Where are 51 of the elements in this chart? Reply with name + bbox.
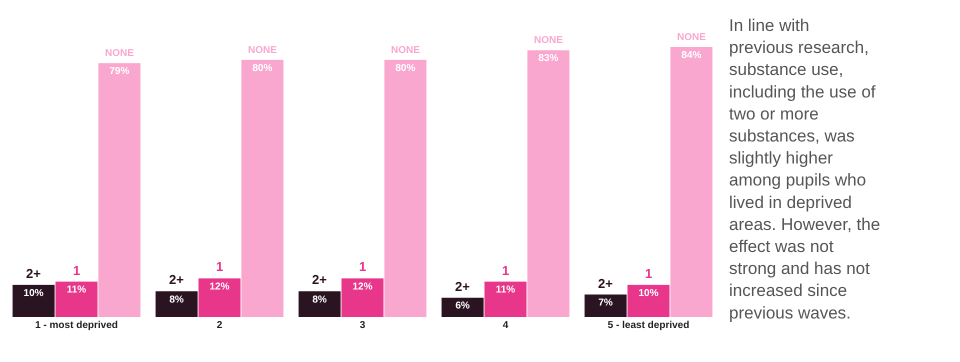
- data-label: 10%: [638, 288, 659, 299]
- series-label: 2+: [598, 276, 614, 291]
- text: In line with previous research, substance use, including the use of two or more substances, was slightly higher among pupils who lived in deprived areas. However, the effect was not strong and has not increased since previous waves.: [729, 16, 880, 322]
- x-tick-label: 2: [216, 320, 223, 331]
- data-label: 8%: [169, 294, 184, 306]
- text: NONE: [534, 35, 563, 46]
- text: 2+: [169, 272, 184, 287]
- text: NONE: [677, 32, 706, 43]
- x-tick-label: 5 - least deprived: [608, 320, 690, 331]
- bar: [584, 294, 627, 317]
- data-label: 6%: [455, 300, 470, 312]
- series-label: 1: [73, 263, 80, 278]
- bar: [384, 60, 426, 317]
- bar: [12, 284, 55, 317]
- data-label: 83%: [538, 53, 558, 64]
- data-label: 7%: [598, 298, 613, 308]
- bar: [241, 60, 284, 317]
- text: NONE: [105, 48, 134, 59]
- data-label: 80%: [252, 62, 272, 74]
- bar: [527, 50, 570, 317]
- x-tick-label: 1 - most deprived: [35, 320, 118, 331]
- bar: [484, 282, 527, 317]
- data-label: 12%: [352, 281, 373, 292]
- bar: [55, 282, 98, 317]
- data-label: 12%: [209, 281, 230, 292]
- bar: [98, 63, 140, 317]
- text: 2+: [26, 266, 41, 281]
- text: 1: [216, 259, 224, 274]
- data-label: 11%: [66, 284, 86, 296]
- text: 2+: [455, 279, 470, 294]
- x-tick-label: 3: [360, 320, 366, 331]
- bar: [627, 284, 670, 317]
- series-label: NONE: [248, 45, 278, 56]
- text: 1: [502, 263, 510, 278]
- data-label: 80%: [395, 62, 416, 74]
- data-label: 11%: [496, 284, 516, 296]
- data-label: 84%: [681, 50, 702, 61]
- x-tick-label: 4: [502, 320, 509, 331]
- data-label: 8%: [312, 294, 327, 306]
- data-label: 79%: [109, 66, 130, 78]
- text: 2+: [312, 272, 327, 287]
- bar: [298, 291, 341, 317]
- bar: [670, 47, 712, 317]
- bar: [341, 278, 384, 317]
- data-label: 10%: [24, 288, 44, 299]
- bar: [198, 278, 241, 317]
- text: NONE: [391, 45, 420, 56]
- text: 1: [645, 266, 652, 281]
- bar: [442, 298, 484, 317]
- bar: [156, 291, 198, 317]
- text: 1: [359, 259, 366, 274]
